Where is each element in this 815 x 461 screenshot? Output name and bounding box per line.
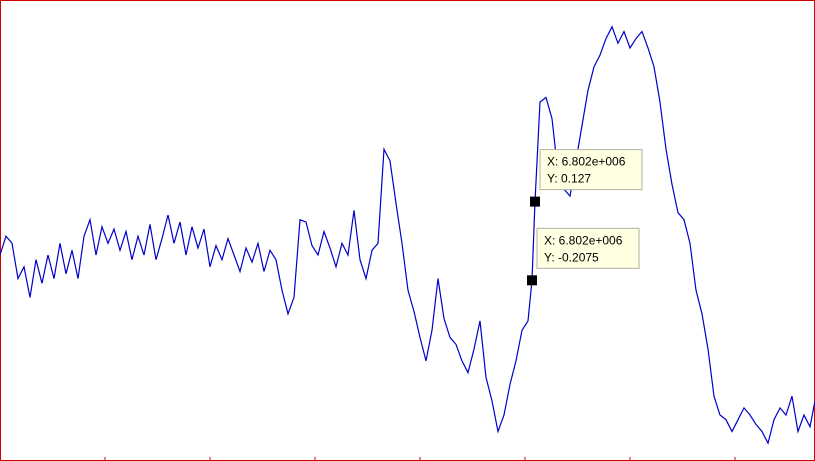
datatip-y-label: Y: 0.127 xyxy=(547,172,591,186)
datatip-x-label: X: 6.802e+006 xyxy=(547,155,626,169)
datatip-box xyxy=(539,149,643,191)
axis-ticks xyxy=(104,457,736,460)
datatip-marker[interactable] xyxy=(527,275,537,286)
datatip[interactable]: X: 6.802e+006 Y: -0.2075 xyxy=(527,227,640,286)
datatips[interactable]: X: 6.802e+006 Y: 0.127 X: 6.802e+006 Y: -0.… xyxy=(527,149,643,286)
datatip-box xyxy=(536,227,640,269)
datatip[interactable]: X: 6.802e+006 Y: 0.127 xyxy=(530,149,643,207)
datatip-y-label: Y: -0.2075 xyxy=(544,250,599,264)
series-line[interactable] xyxy=(0,25,815,445)
datatip-marker[interactable] xyxy=(530,196,540,207)
datatip-x-label: X: 6.802e+006 xyxy=(544,233,623,247)
